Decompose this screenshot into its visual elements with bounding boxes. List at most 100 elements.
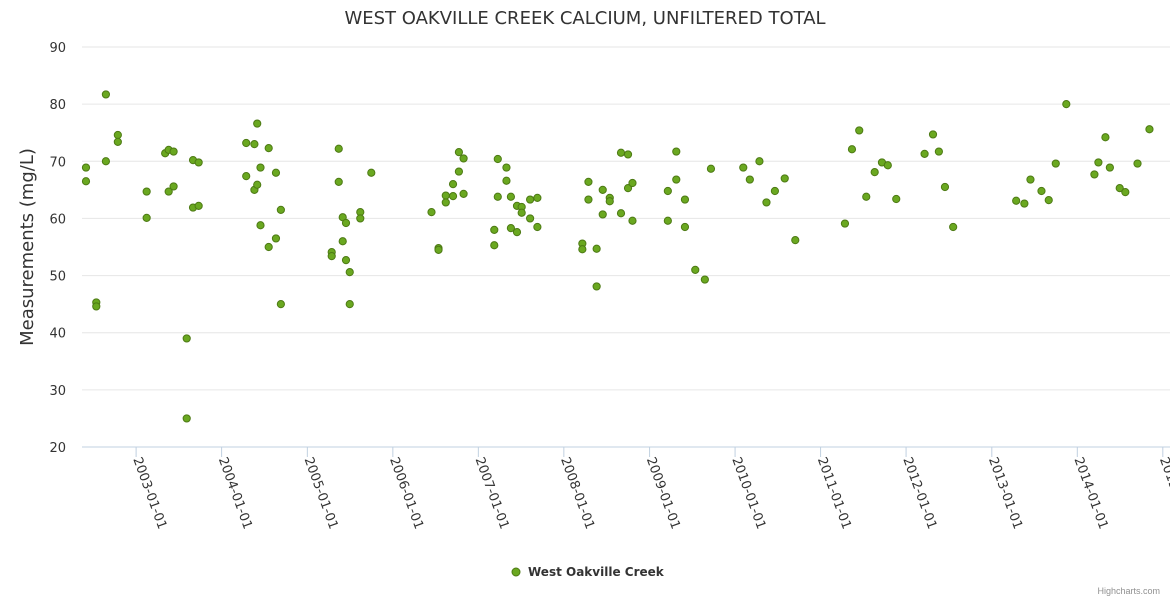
- data-point[interactable]: [1020, 199, 1029, 208]
- data-point[interactable]: [341, 256, 351, 265]
- data-point[interactable]: [334, 177, 343, 186]
- data-point[interactable]: [502, 163, 511, 172]
- data-point[interactable]: [791, 236, 800, 245]
- data-point[interactable]: [341, 218, 351, 228]
- data-point[interactable]: [182, 414, 191, 423]
- data-point[interactable]: [242, 172, 251, 181]
- data-point[interactable]: [345, 300, 354, 309]
- data-point[interactable]: [441, 191, 450, 200]
- data-point[interactable]: [1026, 175, 1035, 184]
- data-point[interactable]: [164, 187, 173, 196]
- data-point[interactable]: [616, 209, 626, 218]
- data-point[interactable]: [1037, 186, 1046, 196]
- data-point[interactable]: [928, 130, 938, 139]
- data-point[interactable]: [584, 177, 593, 186]
- data-point[interactable]: [334, 144, 343, 153]
- data-point[interactable]: [81, 177, 91, 186]
- data-point[interactable]: [169, 182, 178, 191]
- data-point[interactable]: [883, 161, 892, 170]
- data-point[interactable]: [533, 193, 542, 202]
- data-point[interactable]: [276, 300, 285, 309]
- data-point[interactable]: [1062, 100, 1071, 109]
- data-point[interactable]: [755, 157, 764, 166]
- data-point[interactable]: [276, 205, 285, 214]
- data-point[interactable]: [706, 164, 716, 173]
- data-point[interactable]: [616, 148, 626, 157]
- credits-link[interactable]: Highcharts.com: [1097, 586, 1160, 596]
- data-point[interactable]: [949, 222, 958, 232]
- data-point[interactable]: [745, 175, 754, 184]
- data-point[interactable]: [1044, 196, 1053, 205]
- data-point[interactable]: [256, 163, 265, 172]
- data-point[interactable]: [680, 195, 690, 204]
- data-point[interactable]: [253, 180, 262, 189]
- data-point[interactable]: [448, 192, 458, 201]
- data-point[interactable]: [264, 242, 273, 252]
- data-point[interactable]: [1121, 188, 1130, 197]
- data-point[interactable]: [441, 198, 450, 207]
- data-point[interactable]: [506, 192, 516, 201]
- data-point[interactable]: [92, 302, 101, 311]
- data-point[interactable]: [592, 244, 601, 253]
- data-point[interactable]: [870, 168, 879, 177]
- data-point[interactable]: [454, 167, 464, 176]
- data-point[interactable]: [256, 221, 265, 230]
- data-point[interactable]: [598, 185, 607, 194]
- data-point[interactable]: [770, 186, 779, 196]
- data-point[interactable]: [672, 147, 681, 156]
- data-point[interactable]: [680, 222, 690, 232]
- data-point[interactable]: [101, 90, 110, 99]
- data-point[interactable]: [253, 119, 262, 128]
- data-point[interactable]: [862, 192, 871, 201]
- data-point[interactable]: [493, 192, 502, 201]
- data-point[interactable]: [526, 214, 535, 223]
- data-point[interactable]: [628, 178, 637, 188]
- data-point[interactable]: [101, 157, 110, 166]
- data-point[interactable]: [493, 154, 502, 164]
- data-point[interactable]: [1094, 158, 1103, 167]
- data-point[interactable]: [1090, 170, 1099, 179]
- data-point[interactable]: [623, 184, 633, 193]
- data-point[interactable]: [855, 126, 864, 135]
- data-point[interactable]: [584, 195, 593, 204]
- data-point[interactable]: [592, 282, 601, 291]
- data-point[interactable]: [739, 163, 748, 172]
- data-point[interactable]: [194, 201, 203, 210]
- data-point[interactable]: [113, 137, 122, 146]
- data-point[interactable]: [892, 194, 901, 204]
- data-point[interactable]: [81, 163, 91, 172]
- data-point[interactable]: [1133, 159, 1142, 168]
- data-point[interactable]: [578, 245, 587, 254]
- data-point[interactable]: [940, 182, 950, 192]
- data-point[interactable]: [459, 154, 468, 163]
- data-point[interactable]: [847, 145, 857, 154]
- data-point[interactable]: [840, 219, 850, 228]
- data-point[interactable]: [490, 225, 499, 234]
- data-point[interactable]: [242, 138, 251, 148]
- data-point[interactable]: [182, 334, 191, 343]
- data-point[interactable]: [663, 186, 672, 196]
- data-point[interactable]: [448, 180, 458, 189]
- data-point[interactable]: [598, 210, 607, 219]
- data-point[interactable]: [367, 168, 376, 177]
- data-point[interactable]: [356, 214, 365, 223]
- data-point[interactable]: [327, 252, 336, 261]
- data-point[interactable]: [271, 168, 281, 177]
- data-point[interactable]: [1145, 125, 1154, 134]
- data-point[interactable]: [691, 265, 700, 274]
- data-point[interactable]: [271, 234, 281, 243]
- data-point[interactable]: [1105, 163, 1114, 172]
- data-point[interactable]: [700, 275, 709, 284]
- data-point[interactable]: [454, 148, 464, 157]
- data-point[interactable]: [672, 175, 681, 184]
- data-point[interactable]: [1012, 196, 1021, 205]
- data-point[interactable]: [264, 144, 273, 153]
- data-point[interactable]: [250, 140, 259, 149]
- data-point[interactable]: [506, 224, 516, 233]
- data-point[interactable]: [628, 216, 637, 225]
- legend[interactable]: West Oakville Creek: [511, 565, 665, 579]
- data-point[interactable]: [427, 208, 436, 217]
- data-point[interactable]: [517, 208, 526, 217]
- data-point[interactable]: [605, 197, 614, 206]
- data-point[interactable]: [194, 158, 203, 167]
